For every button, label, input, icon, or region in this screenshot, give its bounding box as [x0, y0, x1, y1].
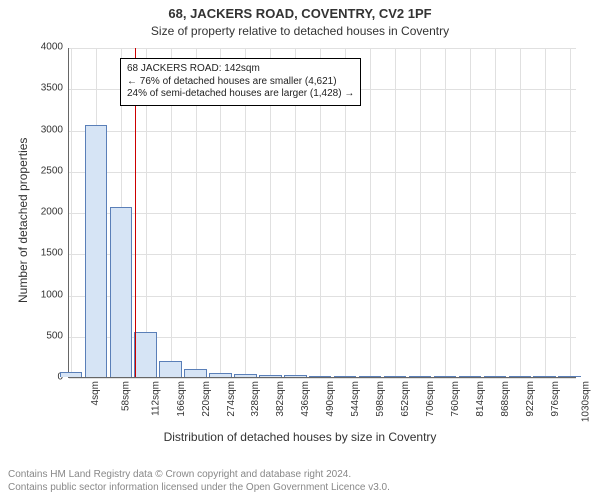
annotation-box: 68 JACKERS ROAD: 142sqm← 76% of detached… [120, 58, 361, 106]
histogram-bar [60, 372, 82, 377]
y-tick-label: 2500 [41, 165, 69, 176]
histogram-bar [284, 375, 306, 377]
gridline-v [545, 48, 546, 377]
chart-container: 68, JACKERS ROAD, COVENTRY, CV2 1PF Size… [0, 0, 600, 500]
histogram-bar [159, 361, 181, 378]
annotation-line: 24% of semi-detached houses are larger (… [127, 88, 354, 101]
x-tick-label: 598sqm [375, 381, 386, 417]
histogram-bar [259, 375, 281, 377]
x-tick-label: 328sqm [251, 381, 262, 417]
histogram-bar [85, 125, 107, 377]
attribution-text: Contains HM Land Registry data © Crown c… [8, 468, 390, 494]
gridline-v [420, 48, 421, 377]
x-tick-label: 436sqm [300, 381, 311, 417]
x-tick-label: 544sqm [350, 381, 361, 417]
attribution-line-1: Contains HM Land Registry data © Crown c… [8, 468, 390, 481]
x-tick-label: 868sqm [500, 381, 511, 417]
annotation-line: ← 76% of detached houses are smaller (4,… [127, 76, 354, 89]
x-tick-label: 760sqm [450, 381, 461, 417]
chart-title-2: Size of property relative to detached ho… [0, 24, 600, 38]
x-tick-label: 166sqm [176, 381, 187, 417]
y-tick-label: 2000 [41, 207, 69, 218]
x-axis-label: Distribution of detached houses by size … [0, 430, 600, 444]
histogram-bar [459, 376, 481, 377]
x-tick-label: 652sqm [400, 381, 411, 417]
histogram-bar [384, 376, 406, 377]
gridline-h [69, 378, 576, 379]
attribution-line-2: Contains public sector information licen… [8, 481, 390, 494]
y-tick-label: 3500 [41, 83, 69, 94]
x-tick-label: 976sqm [550, 381, 561, 417]
histogram-bar [209, 373, 231, 377]
x-tick-label: 814sqm [475, 381, 486, 417]
gridline-v [370, 48, 371, 377]
y-axis-label: Number of detached properties [16, 138, 30, 303]
chart-title-1: 68, JACKERS ROAD, COVENTRY, CV2 1PF [0, 6, 600, 21]
x-tick-label: 274sqm [226, 381, 237, 417]
histogram-bar [134, 332, 156, 377]
y-tick-label: 1000 [41, 289, 69, 300]
y-tick-label: 4000 [41, 42, 69, 53]
gridline-v [570, 48, 571, 377]
gridline-v [470, 48, 471, 377]
x-tick-label: 382sqm [275, 381, 286, 417]
histogram-bar [533, 376, 555, 377]
y-tick-label: 3000 [41, 124, 69, 135]
x-tick-label: 922sqm [525, 381, 536, 417]
histogram-bar [409, 376, 431, 377]
gridline-v [520, 48, 521, 377]
x-tick-label: 1030sqm [580, 381, 591, 422]
gridline-v [445, 48, 446, 377]
histogram-bar [484, 376, 506, 377]
histogram-bar [558, 376, 580, 377]
x-tick-label: 220sqm [201, 381, 212, 417]
histogram-bar [110, 207, 132, 377]
histogram-bar [509, 376, 531, 377]
gridline-v [395, 48, 396, 377]
gridline-v [495, 48, 496, 377]
histogram-bar [334, 376, 356, 377]
gridline-v [71, 48, 72, 377]
histogram-bar [309, 376, 331, 377]
x-tick-label: 112sqm [150, 381, 161, 416]
y-tick-label: 1500 [41, 248, 69, 259]
x-tick-label: 490sqm [325, 381, 336, 417]
annotation-line: 68 JACKERS ROAD: 142sqm [127, 63, 354, 76]
y-tick-label: 500 [46, 330, 69, 341]
histogram-bar [434, 376, 456, 377]
x-tick-label: 58sqm [120, 381, 131, 411]
histogram-bar [359, 376, 381, 377]
histogram-bar [184, 369, 206, 377]
x-tick-label: 706sqm [425, 381, 436, 417]
x-tick-label: 4sqm [90, 381, 101, 405]
histogram-bar [234, 374, 256, 377]
